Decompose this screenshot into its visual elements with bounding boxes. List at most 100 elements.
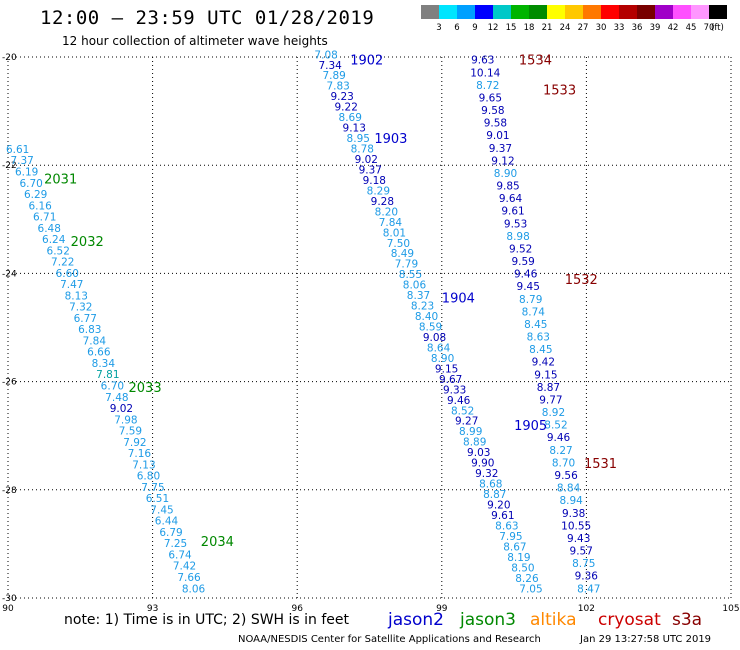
legend-swatch (475, 5, 493, 19)
swh-value: 9.18 (363, 175, 386, 187)
swh-value: 8.06 (403, 280, 427, 292)
satellite-name-jason3: jason3 (460, 610, 516, 630)
legend-label: 27 (577, 23, 589, 33)
legend-swatch (619, 5, 637, 19)
swh-value: 7.05 (519, 583, 542, 595)
swh-value: 8.72 (476, 80, 499, 92)
swh-value: 9.58 (484, 118, 507, 130)
pass-time-label: 1903 (374, 132, 407, 147)
swh-value: 9.32 (475, 468, 498, 480)
swh-value: 7.32 (69, 302, 92, 314)
swh-value: 9.02 (355, 154, 378, 166)
pass-time-label: 1902 (350, 54, 383, 69)
legend-label: 24 (559, 23, 571, 33)
swh-value: 6.24 (42, 234, 66, 246)
swh-value: 8.87 (483, 489, 506, 501)
swh-value: 7.22 (51, 257, 74, 269)
legend-label: 15 (505, 23, 517, 33)
swh-value: 9.08 (423, 332, 446, 344)
swh-value: 7.84 (379, 217, 403, 229)
swh-value: 6.83 (78, 324, 101, 336)
legend-swatch (583, 5, 601, 19)
swh-value: 8.78 (351, 144, 374, 156)
swh-value: 8.87 (537, 382, 560, 394)
swh-value: 8.50 (511, 562, 534, 574)
satellite-name-altika: altika (530, 610, 577, 630)
swh-value: 6.61 (6, 144, 29, 156)
swh-value: 9.13 (343, 123, 366, 135)
swh-value: 8.01 (383, 227, 406, 239)
swh-value: 9.28 (371, 196, 394, 208)
swh-value: 7.45 (150, 504, 173, 516)
swh-value: 6.70 (101, 381, 124, 393)
swh-value: 7.42 (173, 561, 196, 573)
footer-note: note: 1) Time is in UTC; 2) SWH is in fe… (64, 612, 350, 628)
swh-value: 7.50 (387, 238, 410, 250)
swh-value: 6.77 (74, 313, 97, 325)
swh-value: 9.38 (562, 508, 585, 520)
swh-value: 6.44 (155, 516, 179, 528)
swh-value: 9.90 (471, 458, 494, 470)
lat-tick-label: -22 (2, 161, 17, 171)
swh-value: 7.37 (10, 155, 33, 167)
legend-swatch (511, 5, 529, 19)
swh-value: 9.33 (443, 384, 466, 396)
swh-value: 8.40 (415, 311, 438, 323)
legend-label: 39 (649, 23, 661, 33)
swh-value: 7.89 (322, 70, 345, 82)
swh-value: 9.59 (511, 256, 534, 268)
swh-value: 7.13 (132, 459, 155, 471)
swh-value: 8.63 (495, 520, 518, 532)
swh-value: 8.27 (549, 445, 572, 457)
swh-value: 10.55 (561, 520, 591, 532)
swh-value: 9.61 (501, 206, 524, 218)
swh-value: 8.37 (407, 290, 430, 302)
swh-value: 10.14 (470, 67, 500, 79)
page-subtitle: 12 hour collection of altimeter wave hei… (62, 34, 328, 48)
swh-value: 9.85 (496, 181, 519, 193)
swh-value: 9.65 (479, 92, 502, 104)
legend-swatch (421, 5, 439, 19)
swh-value: 7.66 (177, 572, 201, 584)
lat-tick-label: -28 (2, 486, 17, 496)
swh-value: 6.71 (33, 212, 56, 224)
swh-value: 8.45 (529, 344, 552, 356)
pass-time-label: 1904 (442, 292, 475, 307)
swh-value: 6.29 (24, 189, 47, 201)
swh-value: 8.29 (367, 185, 390, 197)
swh-value: 9.37 (359, 164, 382, 176)
swh-value: 9.57 (570, 546, 593, 558)
swh-value: 8.75 (572, 558, 595, 570)
legend-label: 70 (703, 23, 715, 33)
legend-swatch (547, 5, 565, 19)
lon-tick-label: 90 (2, 604, 14, 614)
swh-value: 9.37 (489, 143, 512, 155)
swh-value: 9.58 (481, 105, 504, 117)
lon-tick-label: 96 (291, 604, 303, 614)
swh-value: 8.64 (427, 342, 451, 354)
pass-time-label: 1534 (519, 54, 552, 69)
swh-value: 8.89 (463, 437, 486, 449)
swh-value: 9.61 (491, 510, 514, 522)
pass-time-label: 2033 (129, 381, 162, 396)
swh-value: 9.22 (335, 102, 358, 114)
swh-value: 8.34 (92, 358, 116, 370)
swh-value: 7.08 (314, 49, 337, 61)
swh-value: 6.60 (56, 268, 79, 280)
legend-label: 21 (541, 23, 553, 33)
legend-swatch (637, 5, 655, 19)
swh-value: 9.42 (532, 357, 555, 369)
swh-value: 9.46 (547, 432, 571, 444)
swh-value: 8.52 (544, 420, 567, 432)
swh-value: 9.63 (471, 55, 494, 67)
swh-value: 9.77 (539, 394, 562, 406)
swh-value: 7.59 (119, 426, 142, 438)
legend-unit: (ft) (711, 23, 724, 33)
swh-value: 8.68 (479, 479, 502, 491)
swh-value: 9.27 (455, 416, 478, 428)
swh-value: 6.70 (19, 178, 42, 190)
lon-tick-label: 105 (722, 604, 739, 614)
lat-tick-label: -26 (2, 378, 17, 388)
swh-value: 8.19 (507, 552, 530, 564)
swh-value: 8.92 (542, 407, 565, 419)
